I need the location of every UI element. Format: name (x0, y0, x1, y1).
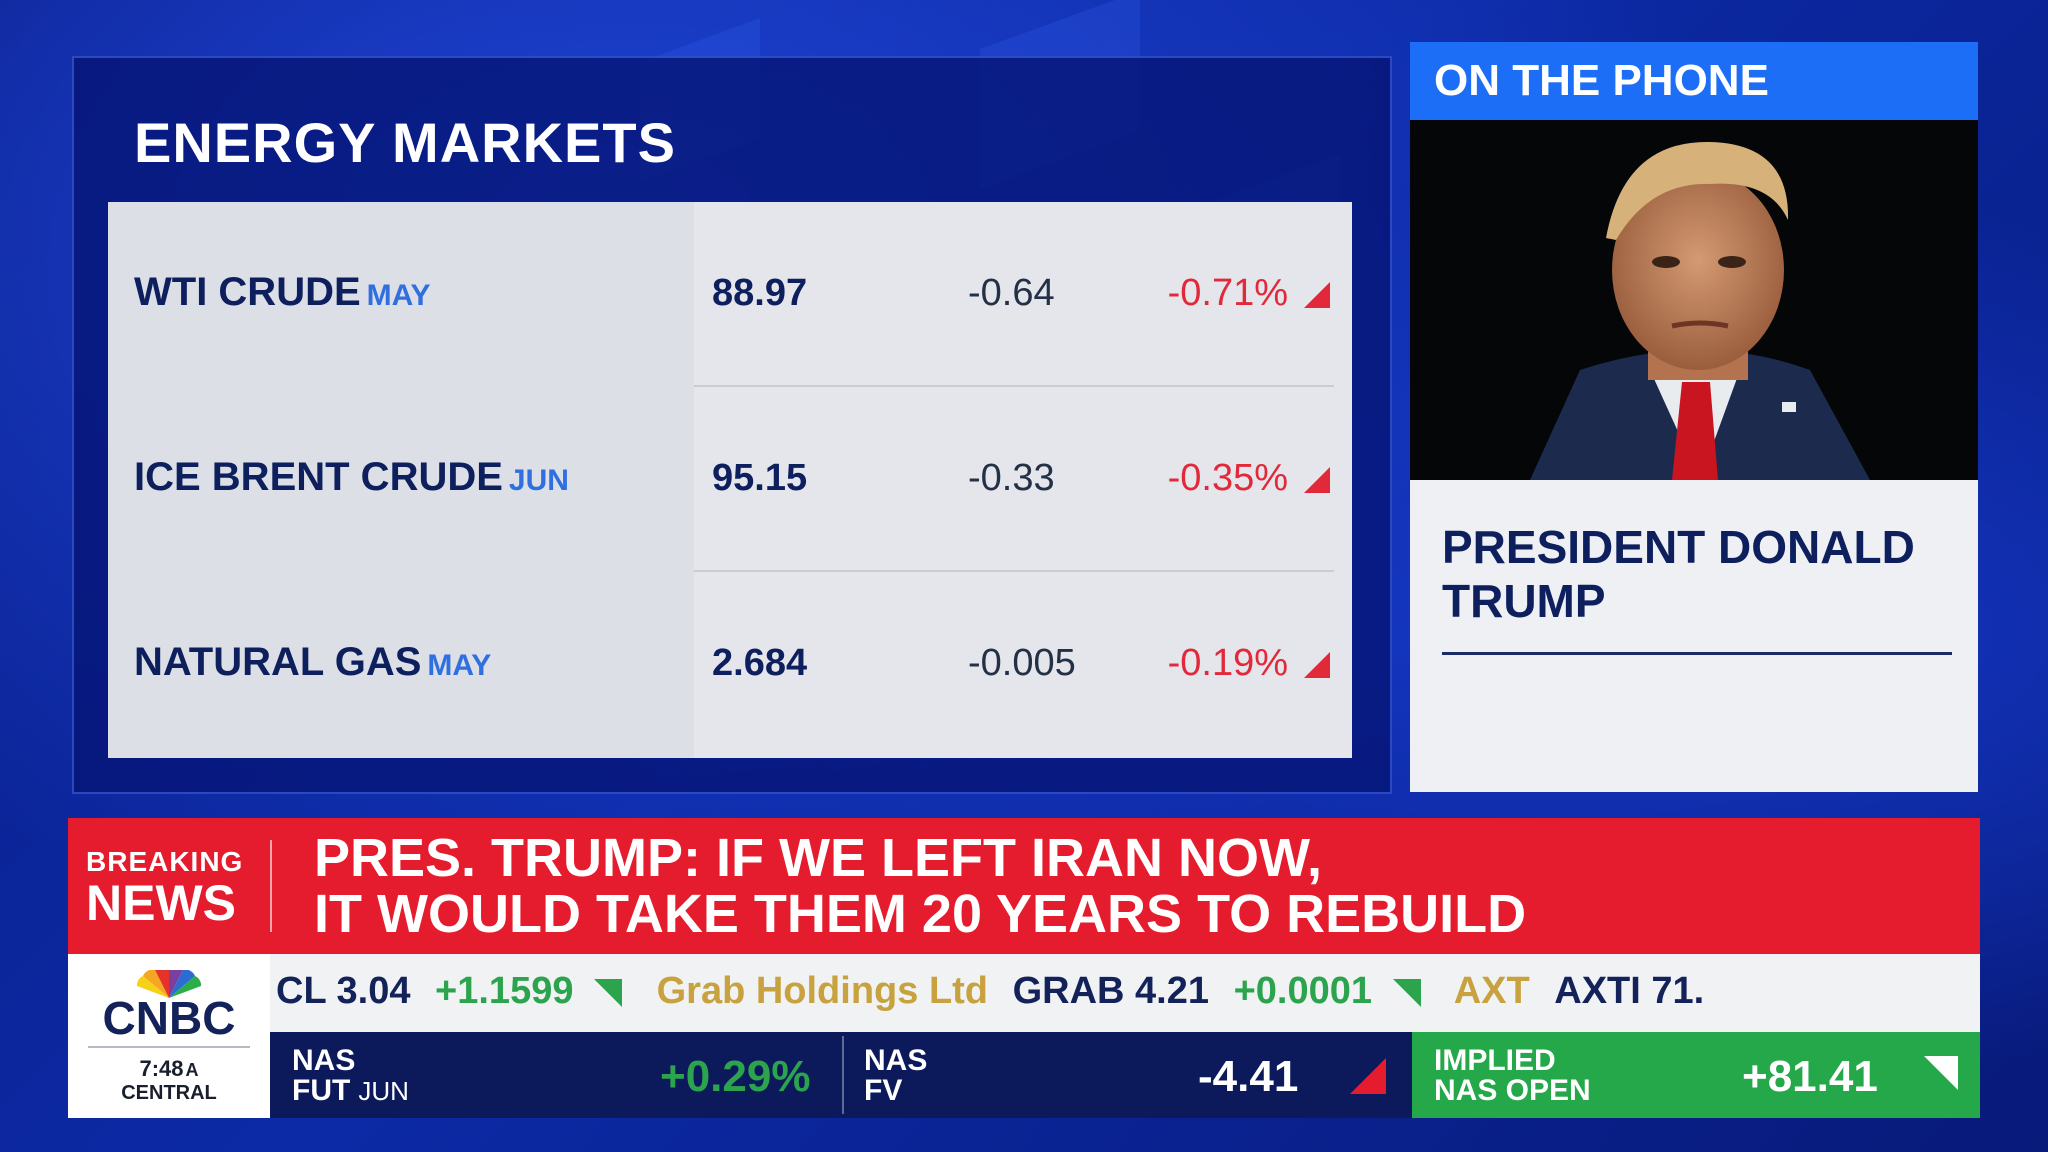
nas-fut-value: +0.29% (660, 1052, 811, 1101)
up-arrow-icon (1392, 978, 1421, 1007)
price-value: 95.15 (712, 457, 808, 499)
ticker-change: +1.1599 (435, 970, 574, 1012)
commodity-name: NATURAL GAS MAY (134, 640, 491, 685)
contract-month: MAY (366, 279, 431, 312)
cnbc-peacock-logo-icon: CNBC (103, 970, 236, 1040)
implied-label-line2: NAS OPEN (1434, 1074, 1591, 1107)
breaking-news-bar: BREAKING NEWS PRES. TRUMP: IF WE LEFT IR… (68, 818, 1980, 954)
up-arrow-icon (1924, 1056, 1958, 1090)
percent-change-value: -0.35% (1167, 457, 1288, 499)
on-the-phone-header: ON THE PHONE (1410, 42, 1978, 120)
percent-change-value: -0.19% (1167, 642, 1288, 684)
down-arrow-icon (1304, 282, 1330, 308)
guest-name-line1: PRESIDENT DONALD (1442, 521, 1915, 573)
network-logo-box: CNBC 7:48 A CENTRAL (68, 954, 270, 1118)
clock-zone: CENTRAL (121, 1082, 217, 1104)
nameplate-rule (1442, 652, 1952, 655)
ticker-company: AXT (1453, 970, 1530, 1012)
clock-time: 7:48 (139, 1056, 184, 1081)
down-arrow-icon (1304, 652, 1330, 678)
change-value: -0.64 (968, 272, 1055, 314)
table-row: ICE BRENT CRUDE JUN 95.15 -0.33 -0.35% (108, 387, 1352, 572)
futures-bar: NAS FUT JUN +0.29% NAS FV -4.41 IMPLIED N… (270, 1032, 1980, 1118)
news-label: NEWS (86, 875, 236, 931)
commodity-label: NATURAL GAS (134, 640, 422, 684)
down-arrow-icon (1350, 1058, 1386, 1094)
percent-change-value: -0.71% (1167, 272, 1288, 314)
clock: 7:48 A CENTRAL (68, 1056, 270, 1105)
nas-fut-label-line1: NAS (292, 1044, 356, 1077)
implied-value: +81.41 (1742, 1052, 1878, 1101)
row-divider (694, 385, 1334, 387)
commodity-label: ICE BRENT CRUDE (134, 455, 503, 499)
ticker-company: Grab Holdings Ltd (656, 970, 989, 1012)
commodity-name: ICE BRENT CRUDE JUN (134, 455, 569, 500)
nas-fv-value: -4.41 (1198, 1052, 1299, 1101)
row-divider (694, 570, 1334, 572)
ticker-symbol: AXTI 71. (1554, 970, 1705, 1012)
down-arrow-icon (1304, 467, 1330, 493)
clock-ampm: A (185, 1060, 199, 1080)
ticker-change: +0.0001 (1233, 970, 1372, 1012)
change-value: -0.33 (968, 457, 1055, 499)
contract-month: JUN (508, 464, 569, 497)
nas-fut-label-text: FUT (292, 1074, 351, 1107)
breaking-separator (270, 840, 272, 932)
guest-photo (1410, 120, 1978, 480)
nas-fv-label-line1: NAS (864, 1044, 928, 1077)
up-arrow-icon (594, 978, 623, 1007)
ticker-symbol: GRAB 4.21 (1012, 970, 1209, 1012)
ticker-content: CL 3.04 +1.1599 Grab Holdings Ltd GRAB 4… (276, 970, 1704, 1013)
breaking-label: BREAKING (86, 846, 244, 877)
nas-fv-label-line2: FV (864, 1074, 903, 1107)
guest-portrait-image (1410, 120, 1978, 480)
headline-line2: IT WOULD TAKE THEM 20 YEARS TO REBUILD (314, 884, 1527, 944)
energy-markets-table: WTI CRUDE MAY 88.97 -0.64 -0.71% ICE BREN… (108, 202, 1352, 758)
breaking-news-tag: BREAKING NEWS (86, 846, 244, 931)
commodity-label: WTI CRUDE (134, 270, 361, 314)
table-row: WTI CRUDE MAY 88.97 -0.64 -0.71% (108, 202, 1352, 387)
contract-month: MAY (427, 649, 492, 682)
breaking-headline: PRES. TRUMP: IF WE LEFT IRAN NOW, IT WOU… (314, 830, 1526, 942)
nas-fut-month: JUN (358, 1076, 409, 1106)
table-row: NATURAL GAS MAY 2.684 -0.005 -0.19% (108, 572, 1352, 757)
nas-fv-label: NAS FV (864, 1046, 927, 1106)
implied-nas-open: IMPLIED NAS OPEN +81.41 (1412, 1032, 1980, 1118)
stock-ticker: CL 3.04 +1.1599 Grab Holdings Ltd GRAB 4… (270, 954, 1980, 1032)
energy-markets-title: ENERGY MARKETS (134, 111, 676, 174)
implied-label-line1: IMPLIED (1434, 1044, 1556, 1077)
price-value: 2.684 (712, 642, 808, 684)
nas-fut-label-line2: FUT JUN (292, 1074, 409, 1107)
futures-separator (842, 1036, 844, 1114)
guest-name-line2: TRUMP (1442, 575, 1606, 627)
ticker-symbol: CL 3.04 (276, 970, 411, 1012)
headline-line1: PRES. TRUMP: IF WE LEFT IRAN NOW, (314, 828, 1322, 888)
cnbc-wordmark: CNBC (103, 992, 236, 1040)
guest-nameplate: PRESIDENT DONALD TRUMP (1410, 480, 1978, 792)
change-value: -0.005 (968, 642, 1076, 684)
guest-name: PRESIDENT DONALD TRUMP (1442, 520, 1962, 628)
price-value: 88.97 (712, 272, 808, 314)
commodity-name: WTI CRUDE MAY (134, 270, 431, 315)
implied-label: IMPLIED NAS OPEN (1434, 1046, 1591, 1106)
commodity-name-column (108, 202, 694, 758)
logo-rule (88, 1046, 250, 1048)
nas-fut-label: NAS FUT JUN (292, 1044, 409, 1107)
energy-markets-panel: ENERGY MARKETS WTI CRUDE MAY 88.97 -0.64 … (72, 56, 1392, 794)
